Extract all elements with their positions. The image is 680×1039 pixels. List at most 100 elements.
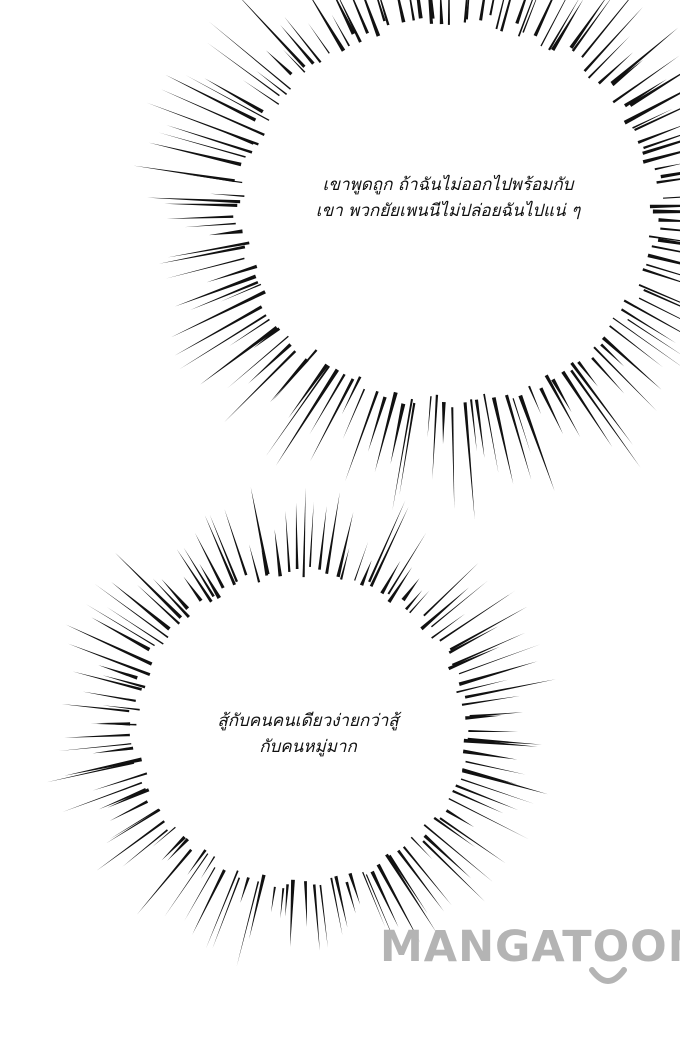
speed-line — [319, 884, 328, 948]
speed-line — [167, 241, 250, 258]
speed-line — [658, 218, 680, 222]
speed-line — [409, 0, 415, 21]
smile-logo-icon — [589, 967, 627, 984]
speed-line — [368, 500, 406, 583]
speed-line — [551, 0, 583, 51]
speed-line — [638, 297, 680, 319]
speed-line — [646, 263, 680, 276]
speed-line — [401, 578, 420, 602]
speed-line — [620, 308, 677, 344]
speed-line — [423, 834, 472, 879]
speed-line — [176, 549, 213, 603]
speed-line — [455, 784, 519, 811]
speed-line — [161, 835, 186, 861]
speed-line — [465, 715, 502, 720]
speed-line — [330, 877, 343, 936]
speed-line — [479, 0, 486, 21]
speed-line — [184, 867, 216, 921]
speed-line — [410, 836, 433, 860]
speed-line — [229, 318, 270, 346]
speed-line — [133, 165, 235, 183]
speed-line — [253, 327, 281, 349]
dialogue-bubble-2: สู้กับคนคนเดียวง่ายกว่าสู้ กับคนหมู่มาก — [148, 708, 468, 760]
speed-line — [109, 800, 149, 821]
speed-line — [183, 547, 215, 598]
speed-line — [642, 151, 680, 164]
speed-line — [465, 760, 526, 775]
speed-line — [593, 346, 657, 412]
speed-line — [86, 604, 155, 647]
speed-line — [463, 402, 475, 520]
speed-line — [517, 0, 533, 37]
speed-line — [448, 798, 529, 840]
speed-line — [362, 871, 386, 928]
speed-line — [200, 326, 278, 385]
speed-line — [623, 92, 680, 125]
speed-line — [183, 576, 203, 602]
speed-line — [609, 325, 663, 368]
speed-line — [448, 626, 499, 654]
speed-line — [331, 14, 350, 47]
speed-line — [385, 853, 437, 933]
speed-line — [195, 533, 225, 589]
speed-line — [423, 824, 494, 883]
speed-line — [463, 0, 468, 23]
speed-line — [637, 126, 680, 144]
speed-line — [420, 587, 469, 631]
speed-line — [374, 391, 398, 473]
speed-line — [392, 398, 413, 511]
speed-line — [248, 343, 292, 384]
speed-line — [463, 738, 538, 747]
speed-line — [152, 578, 190, 618]
speed-line — [236, 881, 260, 967]
speed-line — [280, 25, 315, 65]
speed-line — [137, 584, 181, 625]
speed-line — [449, 606, 528, 651]
speed-line — [600, 343, 625, 367]
speed-line — [354, 541, 369, 581]
speed-line — [377, 0, 386, 22]
watermark-logo-text: MANGATOON — [380, 922, 680, 972]
speed-line — [146, 102, 259, 146]
speed-line — [266, 50, 293, 76]
speed-line — [302, 487, 306, 578]
speed-line — [102, 705, 140, 711]
speed-line — [184, 222, 236, 228]
speed-line — [570, 362, 633, 445]
speed-line — [474, 399, 485, 458]
speed-line — [462, 749, 518, 760]
speed-line — [660, 172, 680, 179]
speed-line — [623, 299, 680, 332]
speed-line — [467, 737, 542, 745]
speed-line — [376, 863, 421, 943]
speed-line — [489, 0, 495, 16]
speed-line — [583, 6, 643, 72]
speed-line — [612, 55, 680, 104]
mangatoon-watermark: MANGATOON — [380, 922, 680, 992]
speed-line — [439, 0, 444, 25]
speed-line — [58, 743, 132, 751]
speed-line — [68, 643, 151, 676]
speech-burst-1 — [133, 0, 680, 520]
speed-line — [431, 613, 466, 639]
speed-line — [170, 290, 266, 338]
speed-line — [611, 59, 644, 87]
speed-line — [500, 0, 511, 32]
speed-line — [136, 848, 193, 915]
speed-line — [464, 679, 556, 699]
speed-line — [61, 704, 130, 713]
speed-line — [46, 761, 135, 783]
speed-line — [539, 387, 564, 435]
speed-line — [284, 16, 322, 63]
speed-line — [364, 0, 381, 37]
speed-line — [416, 0, 423, 19]
speed-line — [206, 264, 258, 283]
speed-line — [249, 874, 266, 940]
speed-line — [387, 532, 427, 595]
speed-line — [212, 877, 241, 949]
speed-line — [192, 869, 226, 935]
speed-line — [522, 0, 537, 33]
speed-line — [465, 0, 470, 20]
speed-line — [571, 0, 610, 52]
